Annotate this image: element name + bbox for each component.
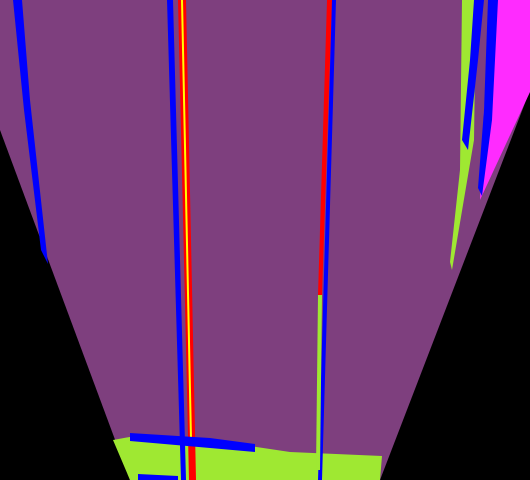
lane-marking-left	[13, 0, 48, 264]
lane-marking-right-outer	[478, 0, 498, 196]
lane-veg-center-right	[316, 295, 322, 470]
lane-center-line-right	[318, 0, 332, 295]
crosswalk-marking-2	[138, 474, 178, 480]
lane-marking-right-inner	[462, 0, 484, 150]
lane-highlight-left	[181, 0, 192, 440]
lane-marking-center-right	[318, 0, 336, 480]
lane-marking-center-left	[167, 0, 186, 480]
crosswalk-marking-1	[130, 433, 255, 452]
